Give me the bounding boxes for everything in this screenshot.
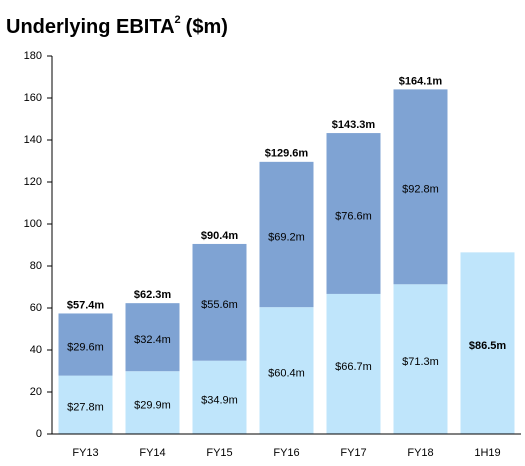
- bar-segment: [192, 360, 247, 434]
- x-tick-label: 1H19: [474, 447, 500, 459]
- x-tick-label: FY15: [206, 447, 232, 459]
- y-tick-label: 100: [24, 218, 42, 230]
- y-tick-label: 60: [30, 302, 42, 314]
- total-label: $90.4m: [201, 230, 239, 242]
- bar-segment: [125, 303, 180, 372]
- title-superscript: 2: [175, 14, 181, 26]
- total-label: $62.3m: [134, 289, 172, 301]
- x-tick-label: FY14: [139, 447, 165, 459]
- value-label: $92.8m: [402, 184, 439, 196]
- bar-segment: [460, 252, 515, 434]
- y-tick-label: 120: [24, 176, 42, 188]
- y-tick-label: 80: [30, 260, 42, 272]
- value-label: $69.2m: [268, 231, 305, 243]
- total-label: $164.1m: [399, 75, 443, 87]
- y-tick-label: 40: [30, 344, 42, 356]
- bar-segment: [259, 307, 314, 434]
- total-label: $57.4m: [67, 299, 105, 311]
- y-tick-label: 160: [24, 92, 42, 104]
- bar-segment: [393, 284, 448, 434]
- x-tick-label: FY17: [340, 447, 366, 459]
- value-label: $29.6m: [67, 341, 104, 353]
- value-label: $60.4m: [268, 367, 305, 379]
- y-tick-label: 140: [24, 134, 42, 146]
- bar-segment: [125, 371, 180, 434]
- value-label: $32.4m: [134, 334, 171, 346]
- total-label: $143.3m: [332, 119, 376, 131]
- y-tick-label: 180: [24, 50, 42, 62]
- total-label: $129.6m: [265, 148, 309, 160]
- value-label: $29.9m: [134, 400, 171, 412]
- bar-segment: [58, 375, 113, 434]
- value-label: $86.5m: [469, 340, 507, 352]
- bar-segment: [58, 313, 113, 376]
- y-tick-label: 20: [30, 386, 42, 398]
- value-label: $34.9m: [201, 394, 238, 406]
- x-tick-label: FY13: [72, 447, 98, 459]
- y-tick-label: 0: [36, 428, 42, 440]
- title-main: Underlying EBITA: [6, 16, 175, 38]
- bar-segment: [192, 243, 247, 361]
- bar-segment: [326, 293, 381, 434]
- value-label: $76.6m: [335, 210, 372, 222]
- chart-title: Underlying EBITA2 ($m): [6, 14, 228, 38]
- bar-segment: [326, 133, 381, 294]
- bar-segment: [393, 89, 448, 285]
- value-label: $27.8m: [67, 402, 104, 414]
- x-tick-label: FY18: [407, 447, 433, 459]
- value-label: $55.6m: [201, 299, 238, 311]
- value-label: $66.7m: [335, 361, 372, 373]
- title-suffix: ($m): [186, 16, 228, 38]
- value-label: $71.3m: [402, 356, 439, 368]
- bar-segment: [259, 161, 314, 308]
- x-tick-label: FY16: [273, 447, 299, 459]
